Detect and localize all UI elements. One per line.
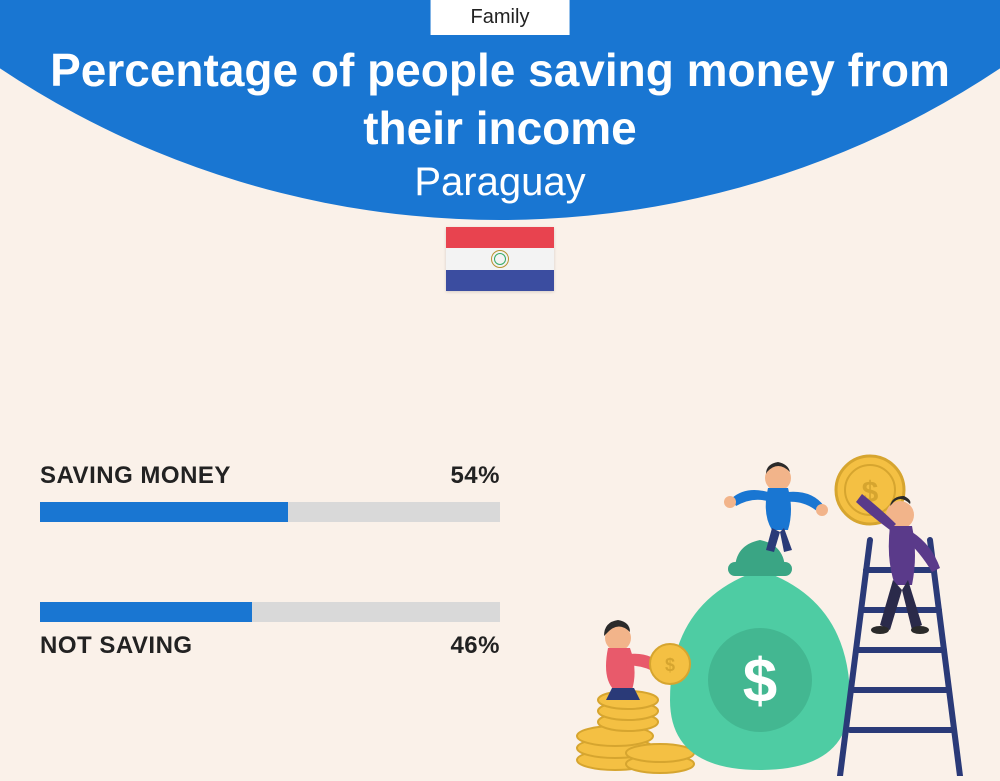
bar-value: 46% [450, 632, 500, 660]
money-bag-icon: $ [670, 540, 850, 770]
bar-track [40, 502, 500, 522]
bar-saving-money: SAVING MONEY 54% [40, 462, 500, 522]
bar-value: 54% [450, 462, 500, 490]
flag-stripe-top [446, 227, 554, 248]
flag-emblem-icon [491, 250, 509, 268]
page-title: Percentage of people saving money from t… [0, 42, 1000, 157]
flag-stripe-bottom [446, 270, 554, 291]
bar-label: SAVING MONEY [40, 462, 231, 490]
category-badge: Family [431, 0, 570, 35]
bars-area: SAVING MONEY 54% NOT SAVING 46% [40, 462, 500, 740]
country-subtitle: Paraguay [0, 160, 1000, 205]
bar-not-saving: NOT SAVING 46% [40, 602, 500, 660]
money-illustration: $ $ [560, 450, 980, 776]
bar-fill [40, 502, 288, 522]
bar-label: NOT SAVING [40, 632, 193, 660]
svg-text:$: $ [665, 655, 675, 675]
flag-stripe-mid [446, 248, 554, 269]
bar-track [40, 602, 500, 622]
paraguay-flag-icon [446, 227, 554, 291]
svg-text:$: $ [743, 647, 777, 716]
bar-fill [40, 602, 252, 622]
person-top-icon [724, 462, 828, 552]
